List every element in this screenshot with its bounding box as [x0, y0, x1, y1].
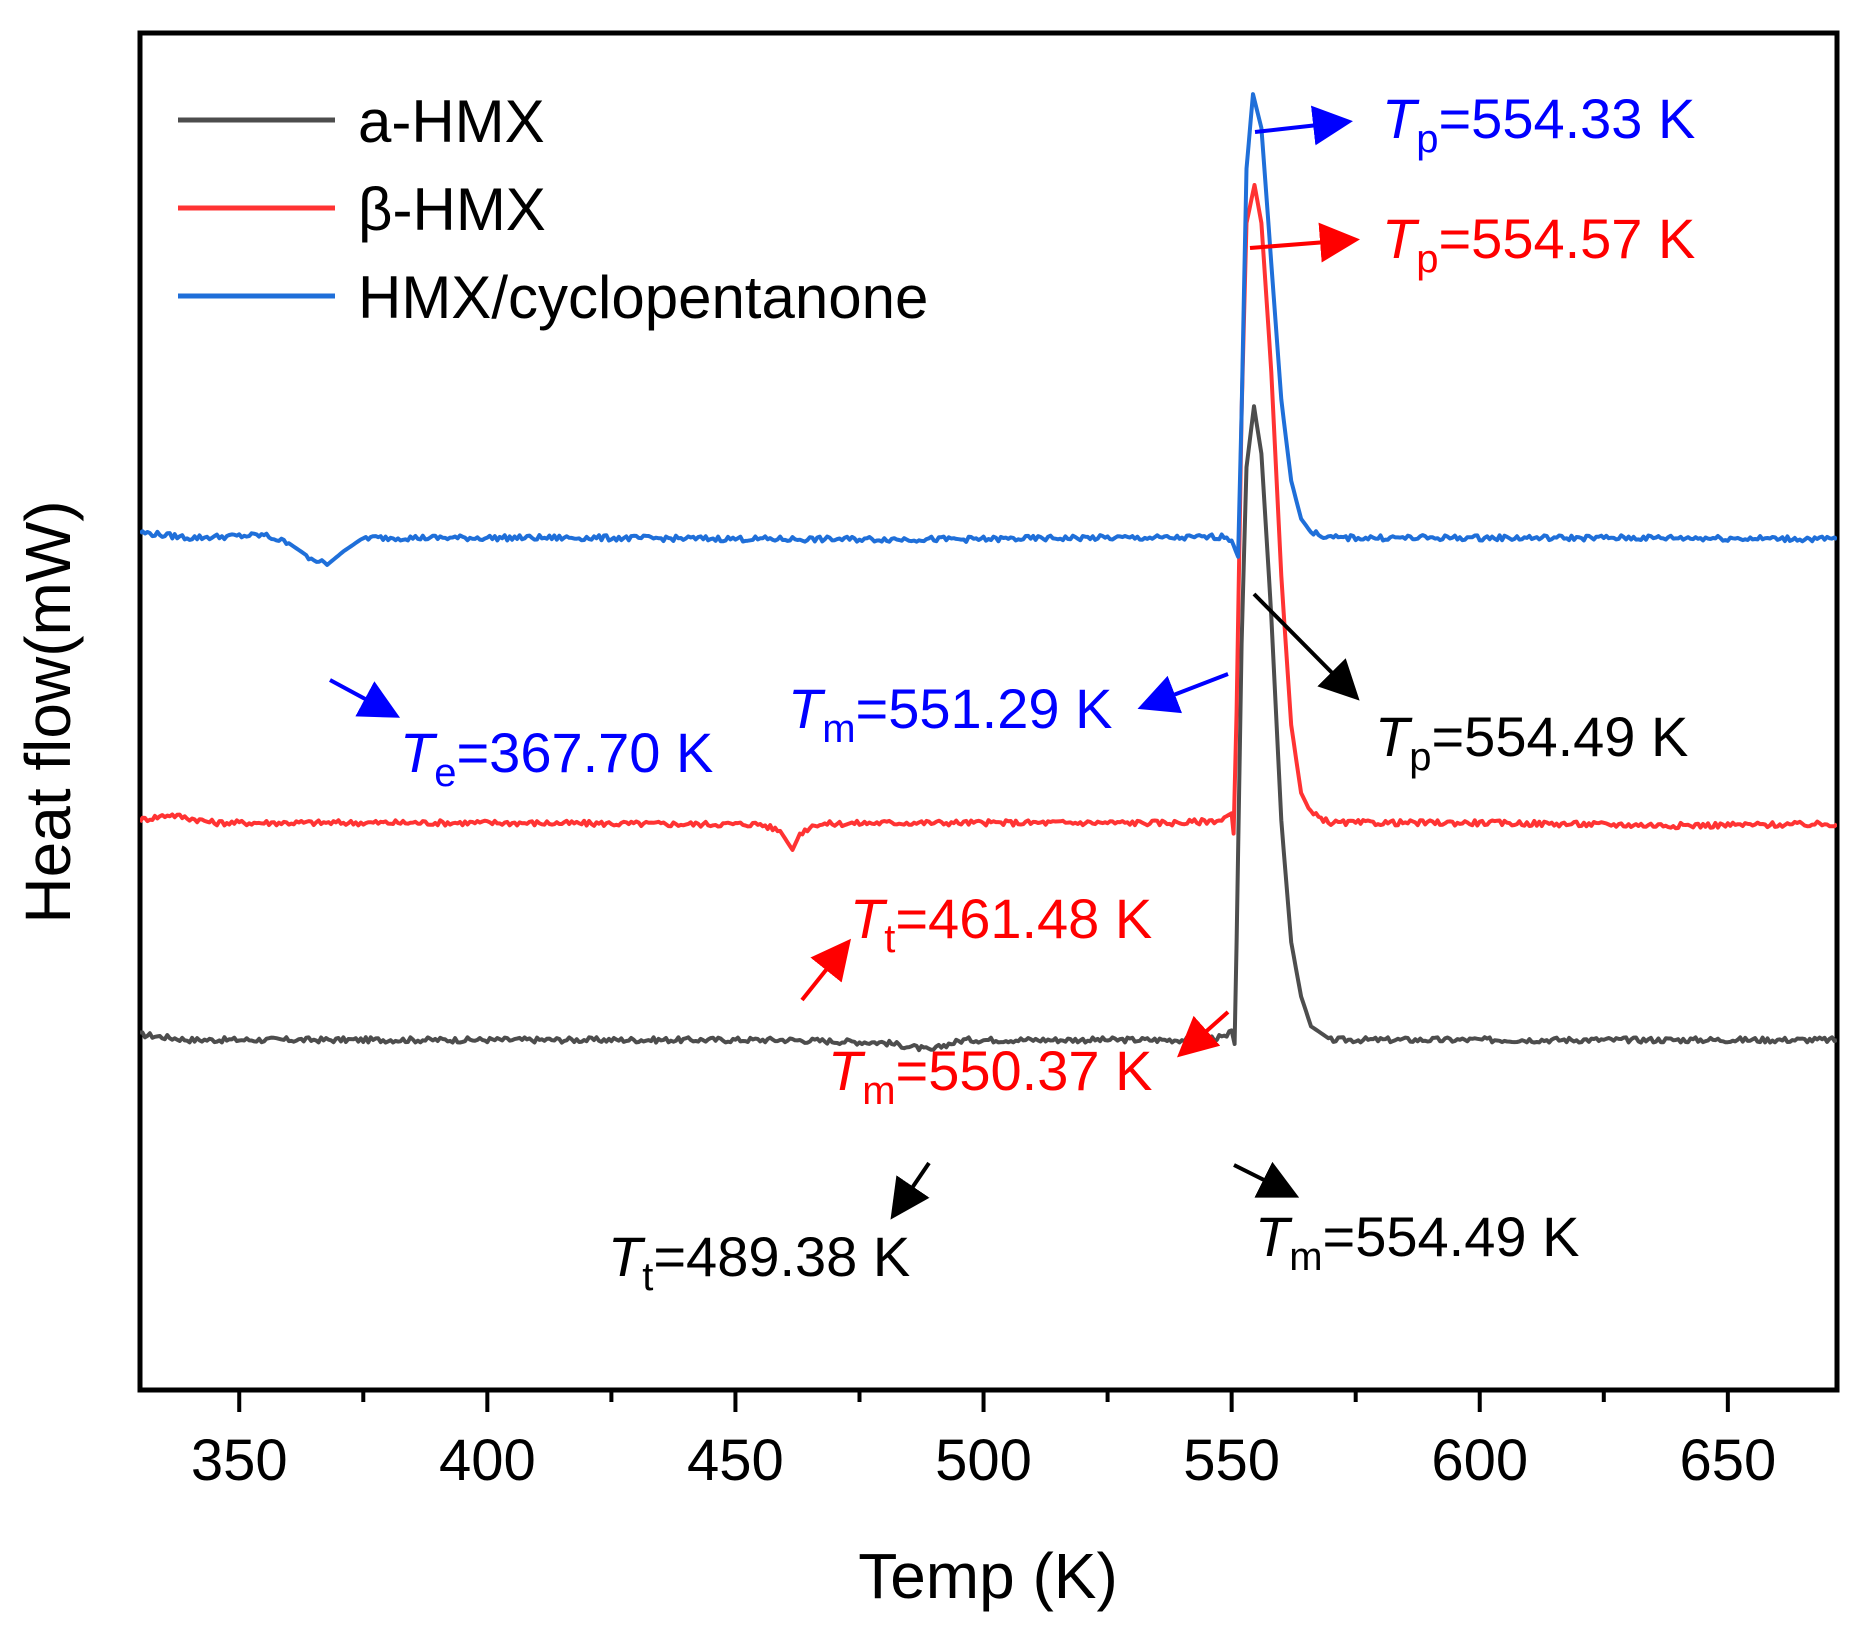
- annotation-blue-te: Te=367.70 K: [400, 721, 713, 795]
- x-axis-ticks: 350 400 450 500 550 600 650: [191, 1390, 1776, 1493]
- x-tick-label: 650: [1679, 1428, 1776, 1493]
- arrow-blue-tm: [1137, 672, 1229, 714]
- x-tick-label: 600: [1431, 1428, 1528, 1493]
- series-layer: [140, 92, 1837, 1053]
- series-line-hmx-cyclopentanone: [140, 92, 1837, 567]
- annotation-red-tt: Tt=461.48 K: [850, 887, 1152, 961]
- series-line-a-hmx: [140, 404, 1837, 1053]
- annotation-red-tm: Tm=550.37 K: [828, 1039, 1152, 1113]
- legend: a-HMX β-HMX HMX/cyclopentanone: [178, 88, 928, 331]
- x-tick-label: 350: [191, 1428, 288, 1493]
- legend-label-a-hmx: a-HMX: [358, 88, 545, 155]
- x-tick-label: 450: [687, 1428, 784, 1493]
- annotation-blue-tp: Tp=554.33 K: [1382, 87, 1695, 161]
- series-line--hmx: [140, 183, 1837, 852]
- annotation-black-tt: Tt=489.38 K: [608, 1225, 910, 1299]
- x-tick-label: 500: [935, 1428, 1032, 1493]
- annotation-black-tp: Tp=554.49 K: [1375, 705, 1688, 779]
- annotations: Tp=554.33 K Tp=554.57 K Tp=554.49 K Tm=5…: [400, 87, 1695, 1299]
- arrow-blue-te: [329, 678, 401, 718]
- legend-label-beta-hmx: β-HMX: [358, 176, 546, 243]
- legend-label-hmx-cyclopentanone: HMX/cyclopentanone: [358, 264, 928, 331]
- x-tick-label: 400: [439, 1428, 536, 1493]
- x-axis-title: Temp (K): [858, 1540, 1118, 1612]
- plot-frame: [137, 30, 1840, 1393]
- arrow-black-tm: [1233, 1161, 1300, 1198]
- arrow-blue-tp: [1254, 105, 1353, 146]
- x-tick-label: 550: [1183, 1428, 1280, 1493]
- annotation-red-tp: Tp=554.57 K: [1382, 207, 1695, 281]
- y-axis-title: Heat flow(mW): [12, 500, 84, 923]
- annotation-arrows: [329, 105, 1360, 1220]
- annotation-blue-tm: Tm=551.29 K: [788, 677, 1112, 751]
- arrow-red-tt: [800, 938, 851, 1002]
- annotation-black-tm: Tm=554.49 K: [1255, 1205, 1579, 1279]
- arrow-red-tm: [1177, 1010, 1230, 1058]
- arrow-red-tp: [1249, 222, 1360, 263]
- arrow-black-tp: [1252, 592, 1360, 701]
- arrow-black-tt: [890, 1161, 931, 1220]
